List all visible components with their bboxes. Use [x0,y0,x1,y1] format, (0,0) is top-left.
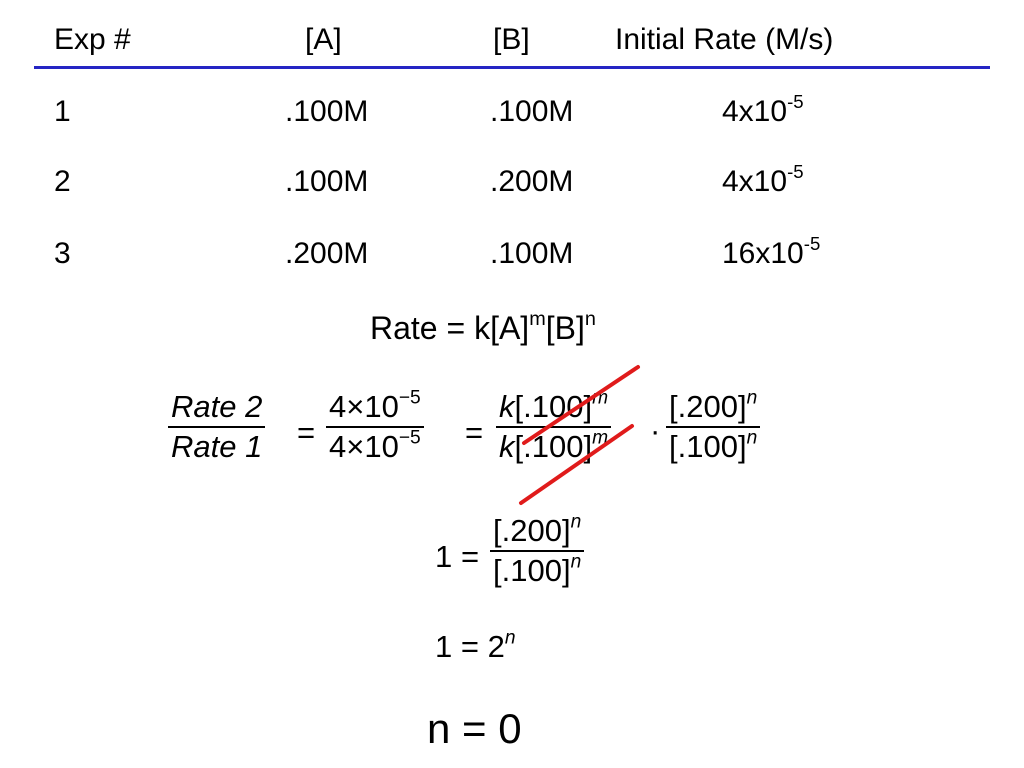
row1-b: .100M [490,95,574,128]
cancel-strike-denominator [519,424,634,505]
row3-exp: 3 [54,237,71,270]
rate-law-b-denominator: [.100]n [669,427,758,464]
row1-rate: 4x10-5 [722,90,804,128]
step2-equals: = [461,539,480,574]
header-b: [B] [493,23,530,56]
rate-law-a-denominator: k[.100]m [499,427,609,464]
concentration-values-fraction: 4×10−5 4×10−5 [326,388,424,466]
header-initial-rate: Initial Rate (M/s) [615,23,834,56]
fraction-bar [666,426,761,428]
header-a: [A] [305,23,342,56]
row1-exp: 1 [54,95,71,128]
cancel-strike-numerator [522,365,640,445]
fraction-bar [490,550,585,552]
header-exp: Exp # [54,23,131,56]
step2-fraction: [.200]n [.100]n [490,511,585,590]
rate-law-b-numerator: [.200]n [669,387,758,424]
step2-one: 1 [435,539,453,574]
row3-b: .100M [490,237,574,270]
rate2-value: 4×10−5 [329,387,421,424]
row2-b: .200M [490,165,574,198]
rate1-label: Rate 1 [171,429,263,464]
multiply-dot: · [650,413,661,448]
row2-rate: 4x10-5 [722,160,804,198]
header-divider [34,66,990,69]
step2-denominator: [.100]n [493,551,582,588]
row2-exp: 2 [54,165,71,198]
fraction-bar [168,426,266,428]
row3-a: .200M [285,237,369,270]
rate1-value: 4×10−5 [329,427,421,464]
equals-sign-1: = [297,415,316,450]
row1-a: .100M [285,95,369,128]
rate-law: Rate = k[A]m[B]n [370,308,596,346]
rate-law-b-fraction: [.200]n [.100]n [666,387,761,466]
answer: n = 0 [427,705,522,752]
row2-a: .100M [285,165,369,198]
step3-equation: 1 = 2n [435,627,516,664]
row3-rate: 16x10-5 [722,232,821,270]
fraction-bar [326,426,424,428]
equals-sign-2: = [465,415,484,450]
fraction-bar [496,426,612,428]
step2-numerator: [.200]n [493,511,582,548]
rate2-label: Rate 2 [171,389,263,424]
rate-ratio-fraction: Rate 2 Rate 1 [168,388,266,466]
